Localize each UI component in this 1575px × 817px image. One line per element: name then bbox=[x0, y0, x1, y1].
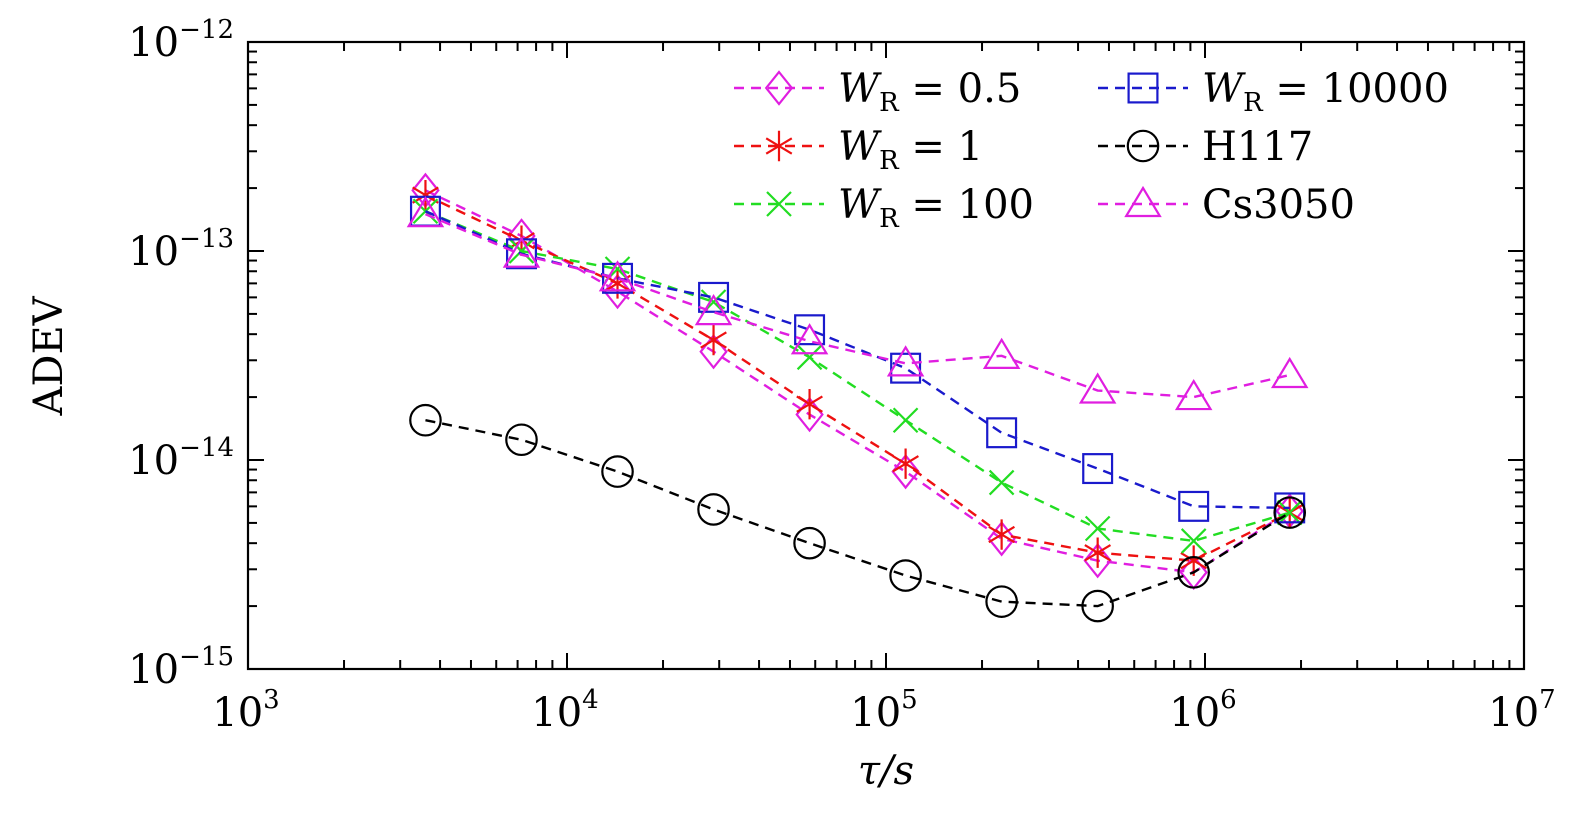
square-marker bbox=[794, 314, 826, 346]
legend-item-cs3050: Cs3050 bbox=[1098, 182, 1355, 228]
tick-label: 104 bbox=[531, 685, 598, 736]
legend-label: H117 bbox=[1202, 124, 1313, 170]
tick-label: 10−15 bbox=[128, 642, 234, 693]
legend-label: Cs3050 bbox=[1202, 182, 1355, 228]
x-marker bbox=[766, 191, 792, 217]
triangle-marker bbox=[1174, 378, 1213, 411]
tick-label: 107 bbox=[1488, 685, 1555, 736]
triangle-marker bbox=[790, 323, 829, 355]
legend-item-wr1: WR = 1 bbox=[734, 124, 983, 176]
x-marker bbox=[1276, 499, 1303, 526]
star-marker bbox=[796, 388, 823, 420]
legend-item-wr100: WR = 100 bbox=[734, 182, 1034, 234]
square-marker bbox=[1178, 490, 1210, 522]
star-marker bbox=[700, 324, 727, 356]
x-marker bbox=[892, 407, 919, 433]
triangle-marker bbox=[1124, 185, 1162, 218]
x-marker bbox=[988, 469, 1015, 496]
x-marker bbox=[1180, 528, 1207, 554]
circle-marker bbox=[793, 526, 826, 560]
series-wr100 bbox=[412, 198, 1303, 554]
star-marker bbox=[1084, 537, 1112, 568]
tick-label: 10−14 bbox=[128, 433, 234, 484]
star-marker bbox=[412, 179, 439, 211]
legend-item-h117: H117 bbox=[1098, 124, 1313, 170]
square-marker bbox=[890, 352, 922, 384]
tick-label: 106 bbox=[1169, 685, 1236, 736]
circle-marker bbox=[985, 585, 1018, 618]
triangle-marker bbox=[982, 337, 1021, 369]
triangle-marker bbox=[406, 196, 445, 228]
legend-label: WR = 0.5 bbox=[838, 66, 1021, 118]
circle-marker bbox=[601, 455, 634, 488]
series-layer bbox=[406, 172, 1309, 623]
triangle-marker bbox=[598, 260, 637, 292]
star-marker bbox=[1180, 545, 1208, 576]
y-axis-label: ADEV bbox=[26, 295, 72, 416]
diamond-marker bbox=[603, 273, 632, 310]
series-cs3050 bbox=[406, 196, 1309, 411]
tick-label: 10−13 bbox=[128, 224, 234, 275]
legend-label: WR = 10000 bbox=[1202, 66, 1449, 118]
diamond-marker bbox=[987, 520, 1016, 557]
tick-label: 105 bbox=[850, 685, 917, 736]
legend-label: WR = 100 bbox=[838, 182, 1034, 234]
circle-marker bbox=[697, 493, 730, 526]
triangle-marker bbox=[886, 345, 925, 377]
star-marker bbox=[892, 448, 919, 479]
square-marker bbox=[1127, 72, 1159, 104]
circle-marker bbox=[1177, 556, 1210, 589]
plot-frame bbox=[246, 40, 1526, 671]
square-marker bbox=[1082, 453, 1114, 485]
circle-marker bbox=[1273, 496, 1307, 529]
diamond-marker bbox=[891, 453, 920, 490]
series-line bbox=[425, 210, 1291, 543]
diamond-marker bbox=[1083, 542, 1112, 579]
x-axis-label: τ/s bbox=[858, 748, 914, 794]
x-marker bbox=[1084, 515, 1111, 542]
x-marker bbox=[508, 238, 535, 264]
circle-marker bbox=[409, 403, 442, 437]
square-marker bbox=[986, 417, 1018, 449]
legend-item-wr05: WR = 0.5 bbox=[734, 66, 1021, 118]
circle-marker bbox=[889, 559, 922, 592]
ticks-layer bbox=[247, 42, 1524, 670]
star-marker bbox=[765, 130, 793, 162]
square-marker bbox=[698, 281, 730, 313]
legend: WR = 0.5 WR = 1 WR = 100 WR = 10000 H117 Cs30… bbox=[734, 66, 1449, 234]
triangle-marker bbox=[694, 293, 733, 326]
series-wr10000 bbox=[409, 195, 1306, 524]
x-marker bbox=[796, 344, 823, 371]
legend-label: WR = 1 bbox=[838, 124, 983, 176]
tick-labels: 103 104 105 106 107 10−12 10−13 10−14 10−15 bbox=[128, 15, 1556, 736]
star-marker bbox=[988, 519, 1015, 550]
series-line bbox=[424, 194, 1291, 562]
circle-marker bbox=[1126, 129, 1160, 163]
series-h117 bbox=[409, 403, 1307, 623]
diamond-marker bbox=[764, 70, 794, 106]
series-wr05 bbox=[411, 172, 1304, 591]
series-line bbox=[425, 419, 1291, 608]
triangle-marker bbox=[1270, 356, 1309, 389]
series-line bbox=[424, 213, 1290, 399]
triangle-marker bbox=[502, 236, 541, 268]
circle-marker bbox=[1081, 589, 1114, 623]
legend-item-wr10000: WR = 10000 bbox=[1098, 66, 1449, 118]
series-line bbox=[424, 189, 1291, 574]
tick-label: 10−12 bbox=[128, 15, 234, 66]
series-wr1 bbox=[412, 179, 1304, 576]
circle-marker bbox=[505, 423, 538, 457]
tick-label: 103 bbox=[212, 685, 279, 736]
triangle-marker bbox=[1078, 372, 1117, 404]
